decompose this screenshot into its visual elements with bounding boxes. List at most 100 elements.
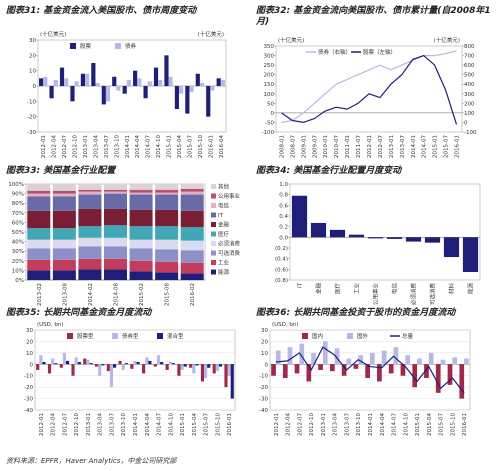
y-tick-label: 200	[264, 73, 275, 79]
bar-segment	[129, 239, 153, 249]
x-tick-label: 2014-07	[146, 135, 152, 158]
legend-label: 混合型	[167, 332, 184, 340]
bar-segment	[129, 184, 153, 190]
y2-tick-label: 600	[464, 63, 475, 69]
y-tick-label: -20	[259, 385, 268, 391]
plot-frame	[289, 183, 481, 281]
legend-swatch	[211, 231, 216, 237]
x-tick-label: 2012-07	[62, 413, 68, 436]
y-tick-label: 10	[26, 351, 33, 357]
legend-label: 股票型	[77, 332, 94, 340]
y-tick-label: 0.0	[279, 235, 288, 241]
bar	[306, 364, 312, 382]
y2-tick-label: 500	[464, 73, 475, 79]
bar	[215, 364, 219, 372]
bar	[116, 86, 121, 91]
x-tick-label: 2015-01	[433, 135, 439, 158]
bar-segment	[27, 184, 51, 191]
bar-segment	[129, 248, 153, 261]
x-tick-label: 2013-01	[389, 135, 395, 158]
y-axis-label: (USD, bn)	[37, 322, 64, 328]
y-tick-label: 0.2	[279, 225, 288, 231]
bar	[136, 362, 140, 365]
bar	[424, 237, 441, 243]
bar-segment	[129, 192, 153, 195]
y-tick-label: -30	[259, 397, 268, 403]
x-tick-label: 2014-07	[422, 135, 428, 158]
x-tick-label: 2012-01	[274, 413, 280, 436]
bar	[428, 352, 434, 365]
x-tick-label: 2013-10	[356, 413, 362, 436]
bar	[91, 63, 96, 86]
bar	[212, 364, 216, 374]
bar	[417, 358, 422, 365]
x-tick-label: 2015-07	[439, 413, 445, 436]
x-tick-label: 能源	[467, 283, 475, 295]
y2-tick-label: 300	[464, 92, 475, 98]
bar	[148, 360, 152, 365]
bar	[62, 352, 66, 365]
y2-tick-label: 400	[464, 82, 475, 88]
y-tick-label: (0.4)	[275, 257, 288, 263]
y-axis-label: (十亿美元)	[40, 30, 66, 38]
bar-segment	[180, 194, 204, 211]
chart-title: 图表32: 基金资金流向美国股市、债市累计量(自2008年1月)	[256, 6, 491, 27]
bar-segment	[129, 209, 153, 227]
bar	[39, 355, 43, 365]
y2-axis-label: (十亿美元)	[198, 30, 224, 38]
bar-segment	[103, 258, 128, 270]
chart-title: 图表36: 长期共同基金投资于股市的资金月度流动	[256, 308, 456, 318]
bar	[365, 364, 370, 378]
x-tick-label: 2009-01	[301, 135, 307, 158]
legend-label: 国内	[312, 332, 323, 340]
y-tick-label: 30	[261, 328, 268, 334]
bar	[164, 55, 169, 86]
bar-segment	[180, 188, 204, 192]
bar	[137, 78, 142, 86]
x-tick-label: 2012-10	[74, 413, 80, 436]
bar-segment	[155, 239, 179, 250]
y-tick-label: -10	[24, 374, 33, 380]
bar-segment	[52, 259, 76, 271]
bar	[126, 79, 131, 86]
x-tick-label: 2014-02	[88, 283, 94, 306]
bar-segment	[180, 250, 204, 263]
x-tick-label: 2016-04	[219, 135, 225, 158]
x-tick-label: 2013-07	[400, 135, 406, 158]
legend-swatch	[211, 269, 216, 275]
bar	[447, 364, 453, 385]
y-tick-label: -20	[27, 115, 36, 121]
x-tick-label: 2016-01	[455, 135, 461, 158]
x-tick-label: 2014-01	[133, 413, 139, 436]
y-tick-label: 70%	[12, 211, 24, 217]
bar	[230, 364, 234, 399]
bar	[106, 364, 110, 372]
bar	[101, 364, 105, 366]
y-tick-label: 50	[267, 101, 274, 107]
x-tick-label: 2014-01	[368, 413, 374, 436]
x-tick-label: 2015-01	[180, 413, 186, 436]
x-tick-label: 2013-10	[114, 135, 120, 158]
legend-label: 必须消费	[218, 240, 241, 248]
bar	[412, 364, 418, 388]
bar-segment	[155, 189, 179, 193]
y-tick-label: 0	[33, 84, 37, 90]
x-tick-label: 2014-10	[156, 135, 162, 158]
x-tick-label: 2012-04	[52, 135, 58, 158]
bar-segment	[155, 194, 179, 210]
y-tick-label: 350	[264, 44, 275, 50]
bar-segment	[103, 208, 128, 226]
y-tick-label: 50%	[12, 230, 24, 236]
legend-swatch	[211, 212, 216, 218]
y-tick-label: 0.6	[279, 203, 288, 209]
bar	[143, 86, 148, 99]
bar	[216, 78, 221, 86]
bar	[195, 364, 199, 366]
x-tick-label: 2016-02	[190, 283, 196, 306]
bar	[367, 237, 384, 239]
bar	[142, 364, 146, 374]
bar-segment	[27, 239, 51, 249]
bar	[147, 81, 152, 86]
bar	[86, 359, 90, 365]
